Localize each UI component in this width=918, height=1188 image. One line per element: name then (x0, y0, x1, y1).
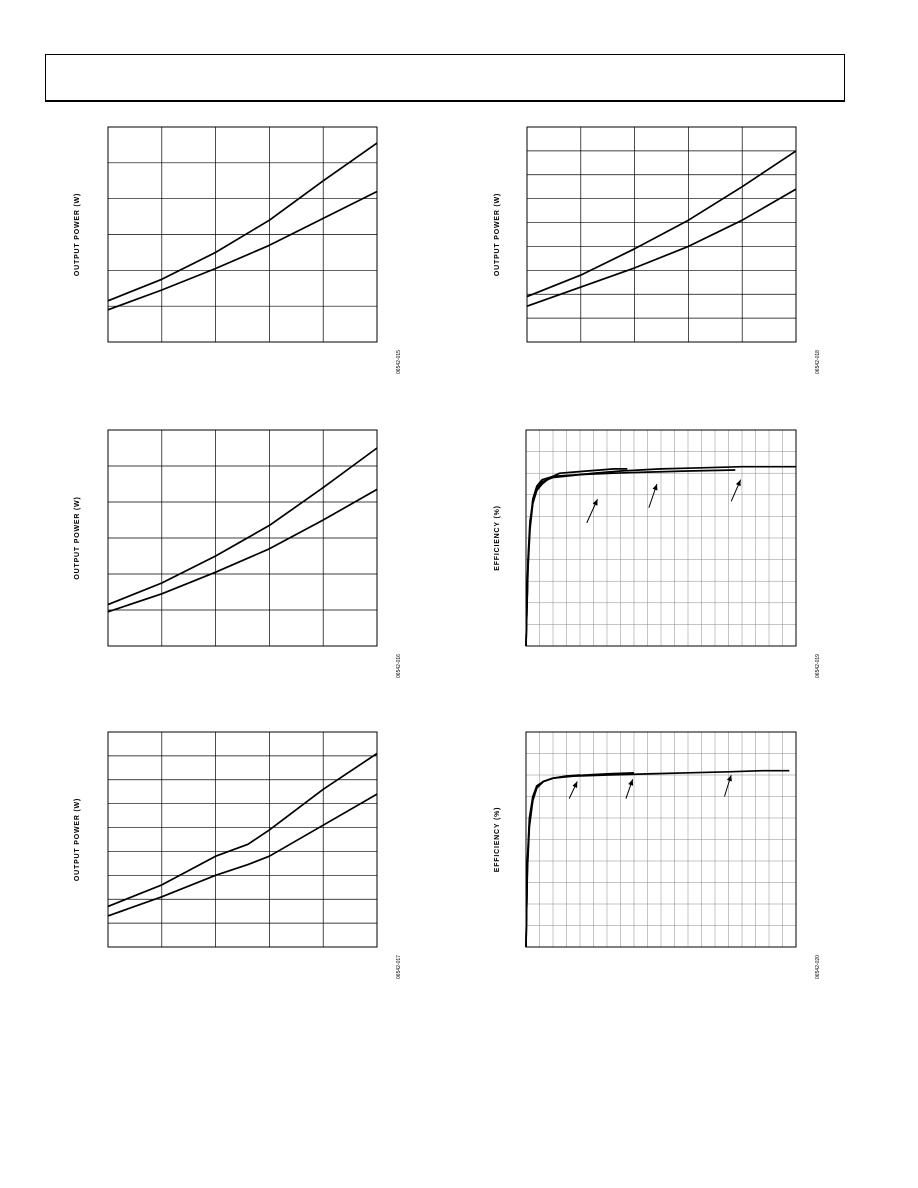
plot-frame (525, 731, 797, 948)
plot-frame (526, 126, 797, 343)
annotation-arrow-head (628, 779, 634, 786)
annotation-arrow-head (652, 484, 658, 491)
figure-number: 06542-018 (815, 350, 821, 374)
annotation-arrow-head (592, 499, 598, 506)
plot-frame (107, 429, 378, 647)
chart-efficiency-1: EFFICIENCY (%) 06542-019 (494, 429, 821, 678)
figure-number: 06542-016 (396, 654, 402, 678)
annotation-arrow-head (735, 479, 741, 487)
series-line-1 (107, 447, 378, 606)
series-line-1 (107, 142, 378, 302)
chart-output-power-1: OUTPUT POWER (W) 06542-015 (74, 126, 402, 374)
figure-number: 06542-020 (815, 955, 821, 979)
plot-frame (107, 731, 378, 948)
y-axis-label: OUTPUT POWER (W) (74, 193, 81, 276)
series-line-2 (525, 469, 736, 647)
y-axis-label: EFFICIENCY (%) (494, 505, 501, 571)
plot-frame (525, 429, 797, 647)
y-axis-label: EFFICIENCY (%) (494, 807, 501, 873)
y-axis-label: OUTPUT POWER (W) (494, 193, 501, 276)
annotation-arrow-head (572, 781, 578, 788)
series-line-2 (107, 190, 378, 311)
annotation-arrow-head (726, 775, 732, 782)
chart-efficiency-2: EFFICIENCY (%) 06542-020 (494, 731, 821, 979)
series-line-1 (525, 468, 628, 647)
figure-number: 06542-019 (815, 654, 821, 678)
series-line-2 (107, 793, 378, 917)
chart-output-power-3: OUTPUT POWER (W) 06542-016 (74, 429, 402, 678)
figure-number: 06542-017 (396, 955, 402, 979)
series-line-2 (526, 188, 797, 308)
series-line-2 (107, 488, 378, 613)
figure-number: 06542-015 (396, 350, 402, 374)
y-axis-label: OUTPUT POWER (W) (74, 798, 81, 881)
series-line-3 (525, 465, 796, 647)
series-line-3 (525, 769, 790, 948)
chart-output-power-4: OUTPUT POWER (W) 06542-017 (74, 731, 402, 979)
series-line-1 (526, 150, 797, 298)
chart-output-power-2: OUTPUT POWER (W) 06542-018 (494, 126, 821, 374)
series-line-1 (107, 752, 378, 908)
page-header-box (45, 54, 845, 102)
y-axis-label: OUTPUT POWER (W) (74, 496, 81, 579)
plot-frame (107, 126, 378, 343)
